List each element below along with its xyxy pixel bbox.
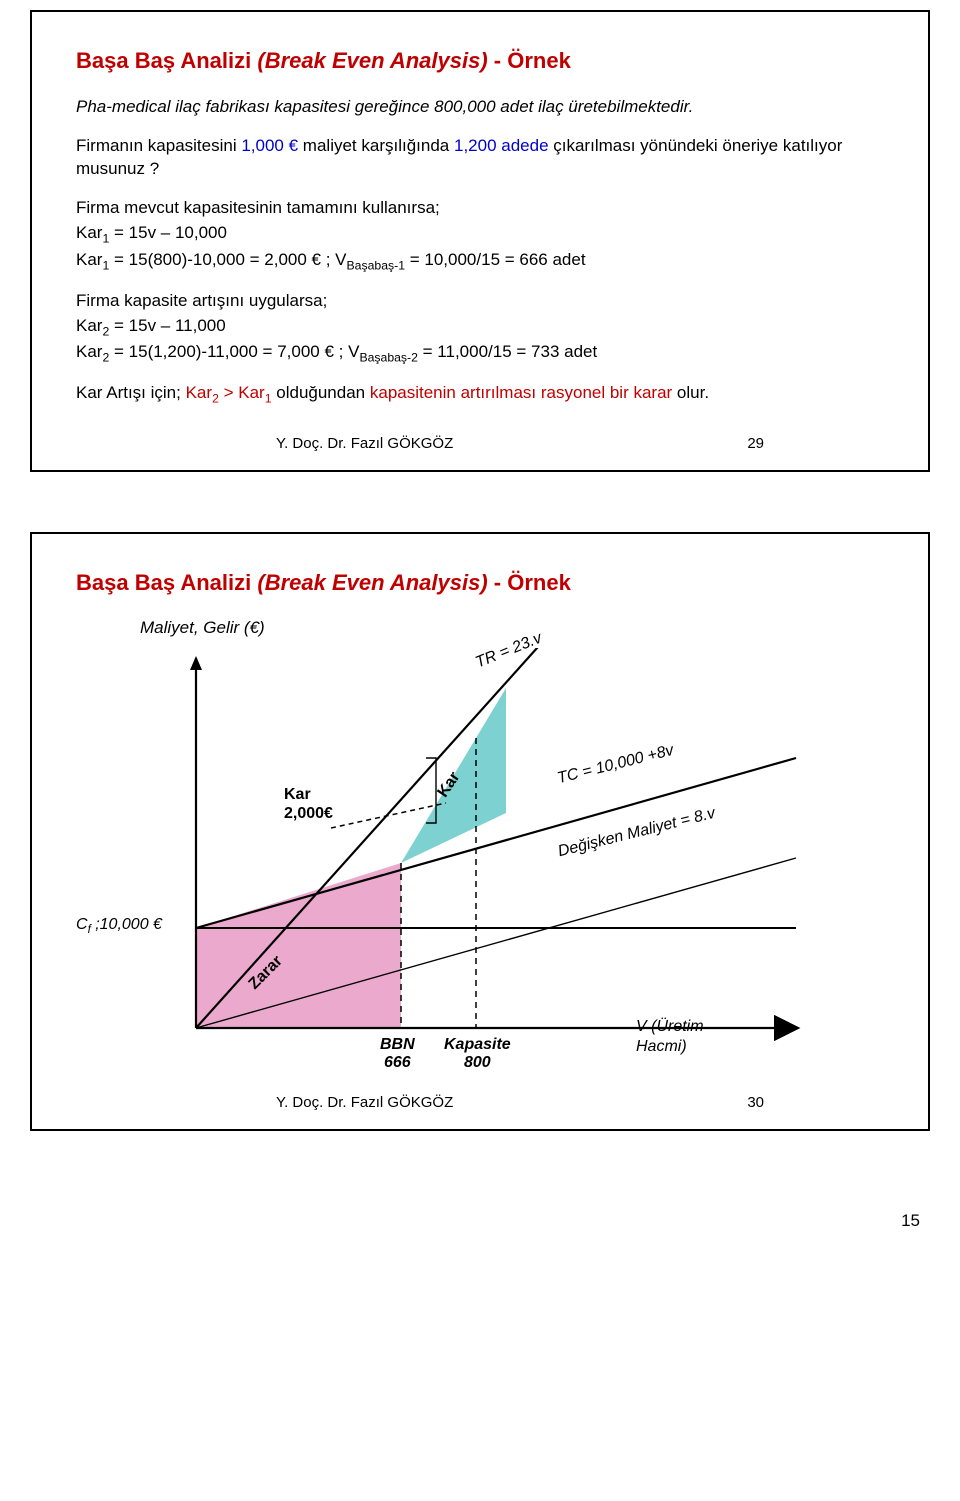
line-c1: Kar Artışı için; Kar2 > Kar1 olduğundan … [76,382,884,407]
footer-page: 30 [747,1094,764,1111]
title-tail: - Örnek [488,48,571,73]
slide2-title: Başa Baş Analizi (Break Even Analysis) -… [76,570,884,596]
line-a2: Kar1 = 15v – 10,000 [76,222,884,247]
slide1-title: Başa Baş Analizi (Break Even Analysis) -… [76,48,884,74]
line-b3: Kar2 = 15(1,200)-11,000 = 7,000 € ; VBaş… [76,341,884,366]
slide2-footer: Y. Doç. Dr. Fazıl GÖKGÖZ 30 [76,1094,884,1111]
line-b1: Firma kapasite artışını uygularsa; [76,290,884,313]
slide-1: Başa Baş Analizi (Break Even Analysis) -… [30,10,930,472]
capacity-value: 800 [464,1054,491,1072]
title-plain: Başa Baş Analizi [76,48,257,73]
y-axis-arrow [190,656,202,670]
v-label-2: Hacmi) [636,1038,687,1056]
slide-2: Başa Baş Analizi (Break Even Analysis) -… [30,532,930,1131]
title-italic: (Break Even Analysis) [257,48,487,73]
chart-top-labels: Maliyet, Gelir (€) [140,618,884,638]
break-even-chart: TR = 23.v Kar 2,000€ TC = 10,000 +8v Değ… [76,648,856,1088]
v-label-1: V (Üretim [636,1018,704,1036]
bbn-label: BBN [380,1036,415,1054]
slide1-footer: Y. Doç. Dr. Fazıl GÖKGÖZ 29 [76,435,884,452]
chart-svg [76,648,856,1088]
y-axis-label: Maliyet, Gelir (€) [140,618,265,638]
line-a3: Kar1 = 15(800)-10,000 = 2,000 € ; VBaşab… [76,249,884,274]
kar-amount-label-2: 2,000€ [284,805,333,823]
p1: Pha-medical ilaç fabrikası kapasitesi ge… [76,96,884,119]
line-b2: Kar2 = 15v – 11,000 [76,315,884,340]
sheet-page-number: 15 [0,1211,960,1231]
footer-page: 29 [747,435,764,452]
footer-author: Y. Doç. Dr. Fazıl GÖKGÖZ [276,435,453,452]
p2: Firmanın kapasitesini 1,000 € maliyet ka… [76,135,884,181]
bbn-value: 666 [384,1054,411,1072]
footer-author: Y. Doç. Dr. Fazıl GÖKGÖZ [276,1094,453,1111]
cf-label: Cf ;10,000 € [76,916,162,936]
capacity-label: Kapasite [444,1036,511,1054]
kar-amount-label-1: Kar [284,786,311,804]
loss-region [196,863,401,1028]
line-a1: Firma mevcut kapasitesinin tamamını kull… [76,197,884,220]
